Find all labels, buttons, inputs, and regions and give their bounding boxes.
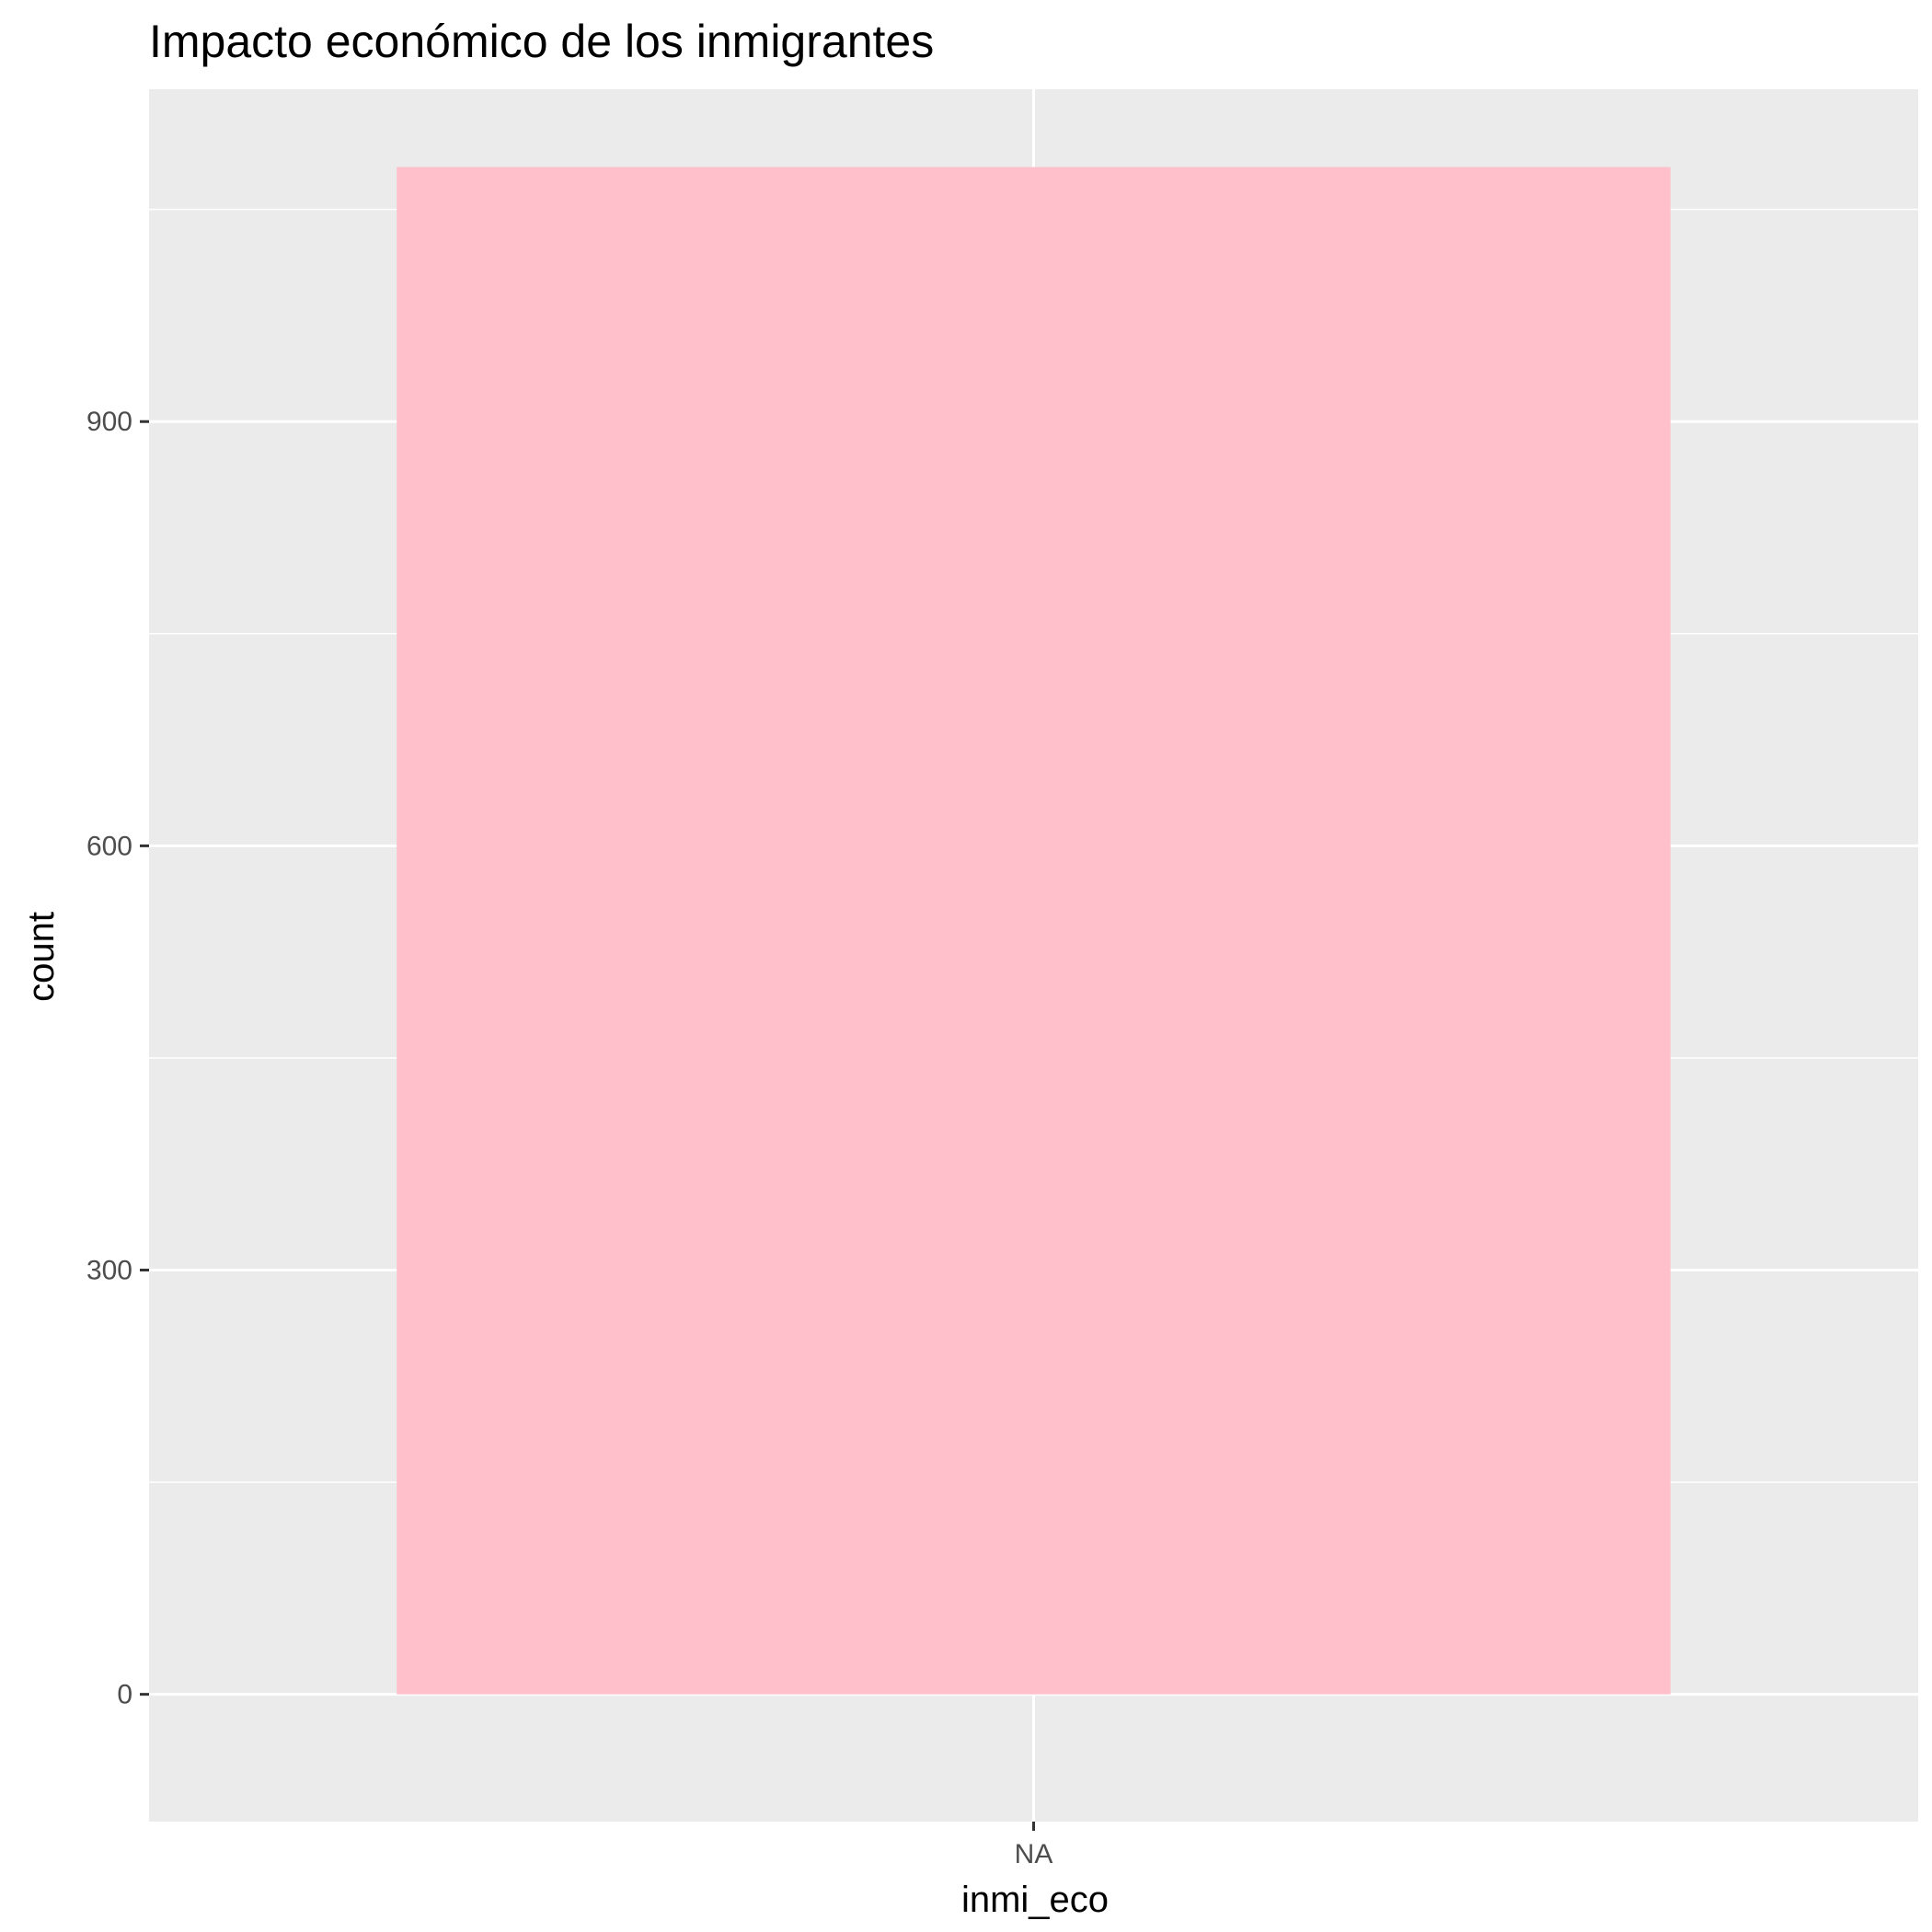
- bars: [397, 167, 1671, 1695]
- y-tick-label: 0: [117, 1680, 132, 1710]
- x-axis-title: inmi_eco: [961, 1880, 1109, 1920]
- chart-title: Impacto económico de los inmigrantes: [149, 16, 934, 67]
- y-axis: 0 300 600 900: [86, 407, 149, 1710]
- y-tick-label: 900: [86, 407, 132, 437]
- x-tick-label: NA: [1015, 1839, 1053, 1869]
- x-axis: NA: [1015, 1822, 1053, 1869]
- y-axis-title: count: [21, 912, 62, 1002]
- y-tick-label: 300: [86, 1256, 132, 1286]
- bar-na: [397, 167, 1671, 1695]
- y-tick-label: 600: [86, 831, 132, 861]
